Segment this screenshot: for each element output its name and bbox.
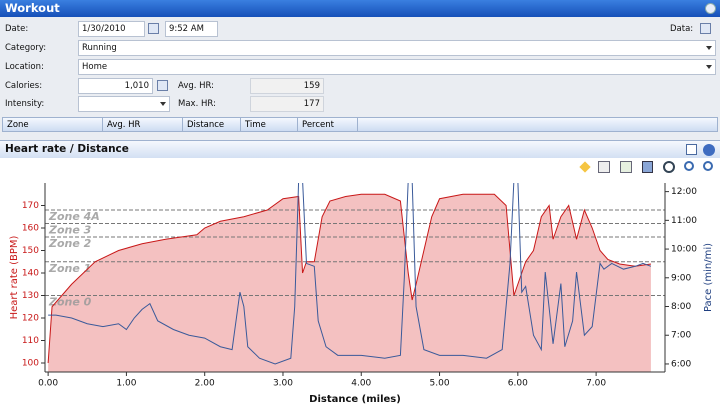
category-dropdown[interactable]: Running — [78, 40, 716, 56]
value: Home — [82, 62, 108, 72]
label: Calories: — [5, 81, 43, 91]
toolbar-icon[interactable] — [620, 161, 632, 173]
layout-button[interactable] — [686, 144, 697, 155]
toolbar-icon[interactable] — [642, 161, 653, 173]
label: Category: — [5, 43, 47, 53]
label: Max. HR: — [178, 99, 216, 109]
column-header[interactable]: Avg. HR — [103, 118, 183, 132]
date-input[interactable]: 1/30/2010 — [78, 21, 145, 37]
column-header[interactable]: Time — [241, 118, 298, 132]
zone-table-header: Zone Avg. HR Distance Time Percent — [2, 117, 718, 132]
intensity-dropdown[interactable] — [78, 96, 170, 112]
zoom-out[interactable] — [703, 161, 713, 171]
panel-title: Heart rate / Distance — [5, 143, 129, 155]
max-hr-field: 177 — [250, 96, 324, 112]
value: Running — [82, 43, 117, 53]
column-header[interactable]: Zone — [3, 118, 103, 132]
label: Data: — [670, 24, 694, 34]
toolbar-icon[interactable] — [579, 161, 591, 173]
label: Date: — [5, 24, 29, 34]
label: Avg. HR: — [178, 81, 215, 91]
column-header[interactable]: Percent — [298, 118, 358, 132]
chart-panel — [0, 158, 720, 413]
panel-header: Heart rate / Distance — [0, 140, 720, 158]
menu-button[interactable] — [703, 144, 715, 156]
toolbar-icon[interactable] — [663, 161, 675, 173]
collapse-button[interactable] — [705, 3, 716, 14]
calories-input[interactable]: 1,010 — [78, 78, 153, 94]
label: Intensity: — [5, 99, 45, 109]
label: Location: — [5, 62, 44, 72]
title: Workout — [5, 1, 60, 15]
location-dropdown[interactable]: Home — [78, 59, 716, 75]
time-input[interactable]: 9:52 AM — [165, 21, 218, 37]
avg-hr-field: 159 — [250, 78, 324, 94]
calculator-button[interactable] — [157, 80, 168, 91]
zoom-in[interactable] — [684, 161, 694, 171]
toolbar-icon[interactable] — [598, 161, 610, 173]
column-header[interactable]: Distance — [183, 118, 241, 132]
data-button[interactable] — [700, 23, 711, 34]
title-bar: Workout — [0, 0, 720, 17]
calendar-button[interactable] — [148, 23, 159, 34]
